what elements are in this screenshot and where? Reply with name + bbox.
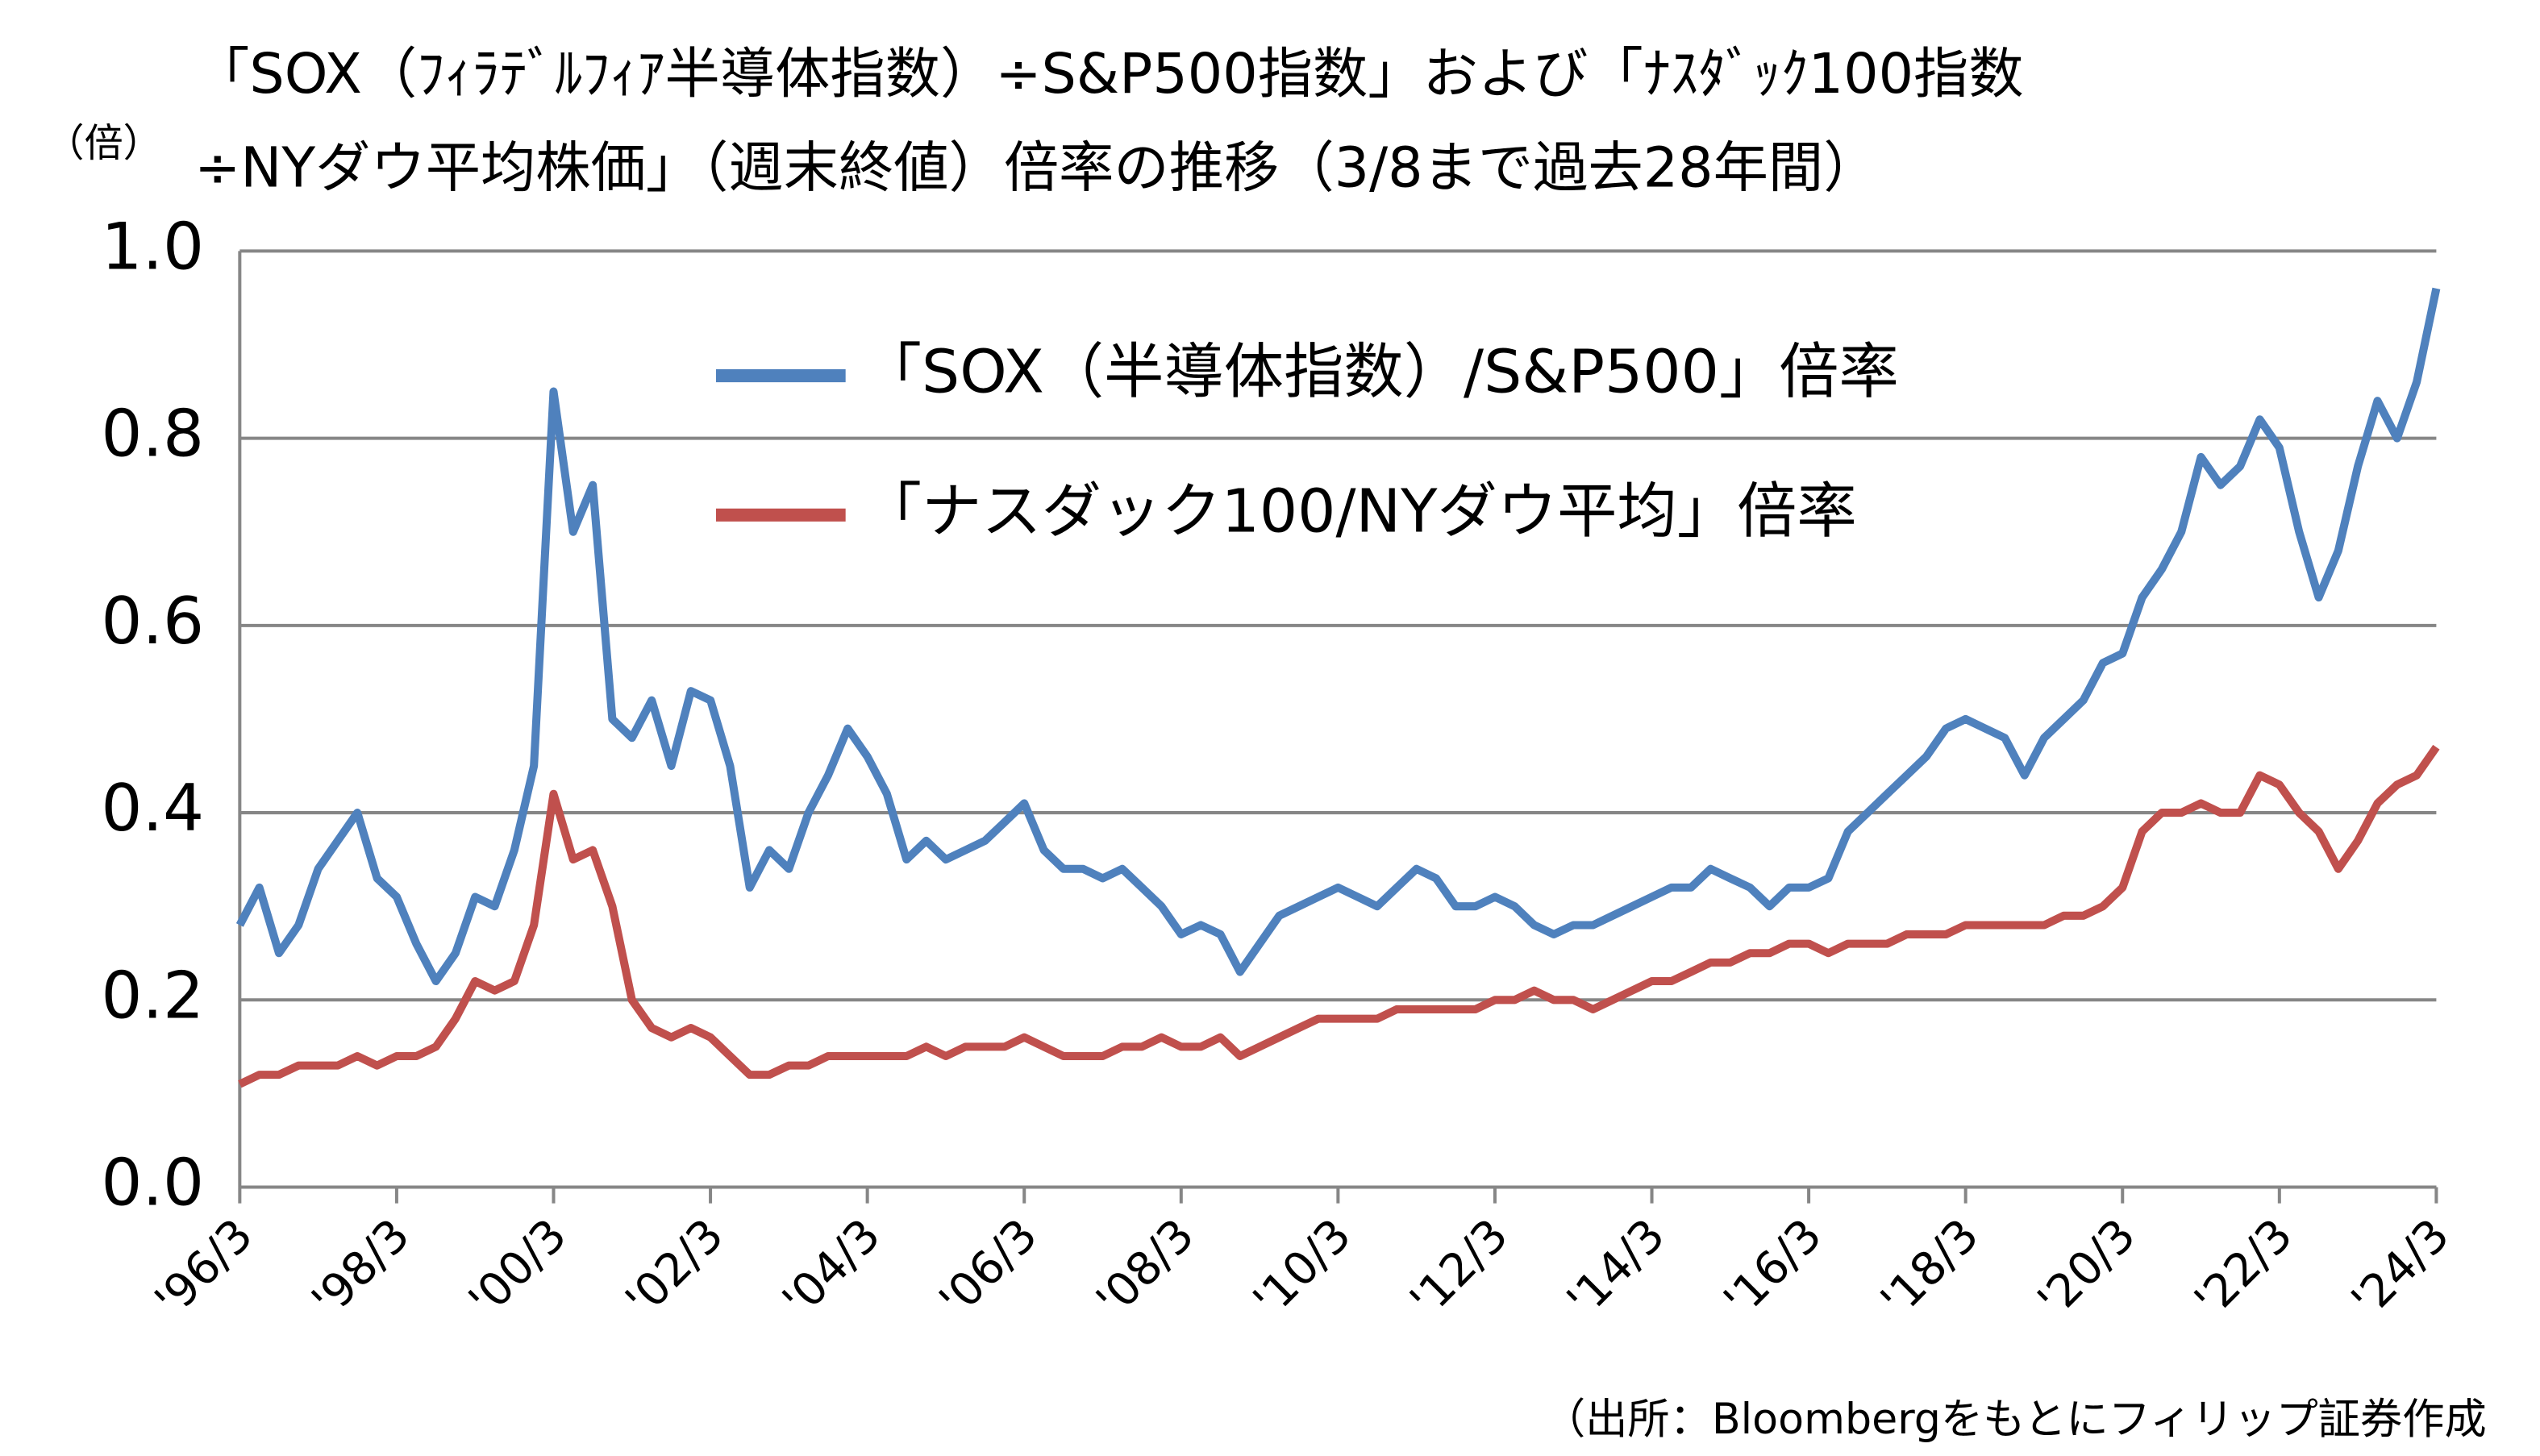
y-tick-label: 0.2 <box>101 957 204 1033</box>
chart-title: ÷NYダウ平均株価」（週末終値）倍率の推移（3/8まで過去28年間） <box>194 136 1878 200</box>
y-tick-label: 0.4 <box>101 770 204 846</box>
y-tick-label: 0.6 <box>101 583 204 659</box>
chart-title: 「SOX（ﾌｨﾗﾃﾞﾙﾌｨｱ半導体指数）÷S&P500指数」および「ﾅｽﾀﾞｯｸ… <box>194 43 2024 106</box>
y-tick-label: 0.8 <box>101 396 204 472</box>
source-note: （出所：Bloombergをもとにフィリップ証券作成 <box>1543 1396 2487 1444</box>
y-tick-label: 0.0 <box>101 1144 204 1220</box>
legend-label: 「SOX（半導体指数）/S&P500」倍率 <box>862 337 1899 407</box>
y-axis-label: （倍） <box>45 121 162 166</box>
series-line <box>238 744 2440 1088</box>
series-line <box>235 287 2441 986</box>
legend-label: 「ナスダック100/NYダウ平均」倍率 <box>862 476 1857 546</box>
y-tick-label: 1.0 <box>101 208 204 284</box>
